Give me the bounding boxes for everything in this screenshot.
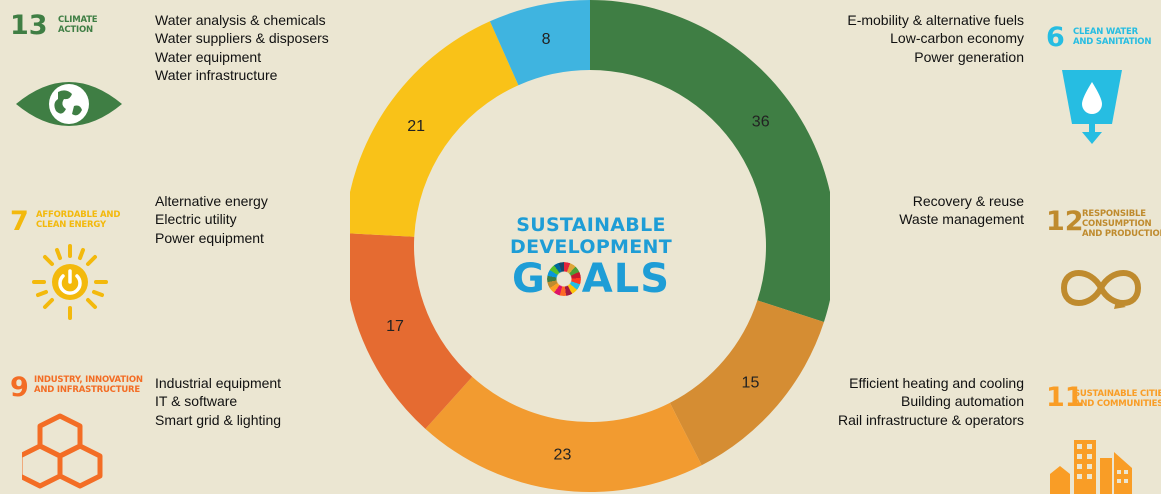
list-item: Alternative energy <box>155 193 268 209</box>
list-item: Power generation <box>914 48 1024 65</box>
climate-action-list: Water analysis & chemicals Water supplie… <box>155 11 329 84</box>
list-item: Power equipment <box>155 229 264 246</box>
infinity-icon <box>1060 270 1142 309</box>
slice-value-label-0: 36 <box>752 113 770 130</box>
list-item: Recovery & reuse <box>912 193 1024 209</box>
slice-value-label-5: 8 <box>542 31 551 48</box>
sdg-title: RESPONSIBLE CONSUMPTION AND PRODUCTION <box>1082 209 1161 239</box>
consumption-list: Recovery & reuse Waste management <box>899 192 1024 229</box>
sdg-number: 7 <box>10 206 29 237</box>
sdg-title: CLEAN WATER AND SANITATION <box>1073 27 1152 47</box>
water-glass-icon <box>1062 70 1122 144</box>
list-item: Rail infrastructure & operators <box>838 411 1024 428</box>
sdg-title: INDUSTRY, INNOVATION AND INFRASTRUCTURE <box>34 375 143 395</box>
slice-value-label-1: 15 <box>742 375 760 392</box>
donut-slice-0 <box>590 0 830 323</box>
sdg-number: 9 <box>10 372 29 403</box>
sdg-title: AFFORDABLE AND CLEAN ENERGY <box>36 210 121 230</box>
sdg-wheel-icon <box>546 262 581 296</box>
list-item: IT & software <box>155 393 238 410</box>
industry-list: Industrial equipment IT & software Smart… <box>155 374 281 429</box>
sdg-title: SUSTAINABLE CITIES AND COMMUNITIES <box>1074 389 1161 409</box>
donut-slice-3 <box>350 233 473 429</box>
sdg-number: 11 <box>1046 382 1084 413</box>
logo-letter-g: G <box>511 256 546 302</box>
slice-value-label-4: 21 <box>407 118 425 135</box>
sdg-number: 13 <box>10 10 48 41</box>
list-item: E-mobility & alternative fuels <box>847 12 1024 28</box>
list-item: Water analysis & chemicals <box>155 12 326 28</box>
list-item: Building automation <box>901 393 1024 410</box>
list-item: Electric utility <box>155 211 237 228</box>
sdg-logo: SUSTAINABLE DEVELOPMENT G ALS <box>478 214 704 300</box>
donut-slice-5 <box>489 0 590 86</box>
clean-water-list: E-mobility & alternative fuels Low-carbo… <box>847 11 1024 66</box>
logo-line-1: SUSTAINABLE <box>516 214 666 236</box>
list-item: Water suppliers & disposers <box>155 30 329 47</box>
donut-slice-4 <box>350 21 519 237</box>
logo-line-3: G ALS <box>478 258 704 300</box>
list-item: Efficient heating and cooling <box>849 375 1024 391</box>
eye-globe-icon <box>16 82 122 126</box>
sun-power-icon <box>32 244 108 320</box>
list-item: Low-carbon economy <box>890 30 1024 47</box>
donut-slice-1 <box>669 300 824 466</box>
list-item: Water equipment <box>155 48 262 65</box>
list-item: Waste management <box>899 211 1024 228</box>
list-item: Smart grid & lighting <box>155 411 282 428</box>
cities-list: Efficient heating and cooling Building a… <box>838 374 1024 429</box>
sdg-number: 6 <box>1046 22 1065 53</box>
cubes-icon <box>22 413 103 489</box>
slice-value-label-2: 23 <box>554 447 572 464</box>
sdg-title: CLIMATE ACTION <box>58 15 98 35</box>
slice-value-label-3: 17 <box>386 318 404 335</box>
donut-chart: 36 15 23 17 21 8 <box>350 0 830 492</box>
sdg-number: 12 <box>1046 206 1084 237</box>
energy-list: Alternative energy Electric utility Powe… <box>155 192 268 247</box>
logo-letters-als: ALS <box>581 256 671 302</box>
list-item: Water infrastructure <box>155 66 278 83</box>
list-item: Industrial equipment <box>155 375 282 391</box>
donut-slice-2 <box>425 376 702 492</box>
logo-line-2: DEVELOPMENT <box>510 236 672 258</box>
buildings-icon <box>1050 440 1132 494</box>
